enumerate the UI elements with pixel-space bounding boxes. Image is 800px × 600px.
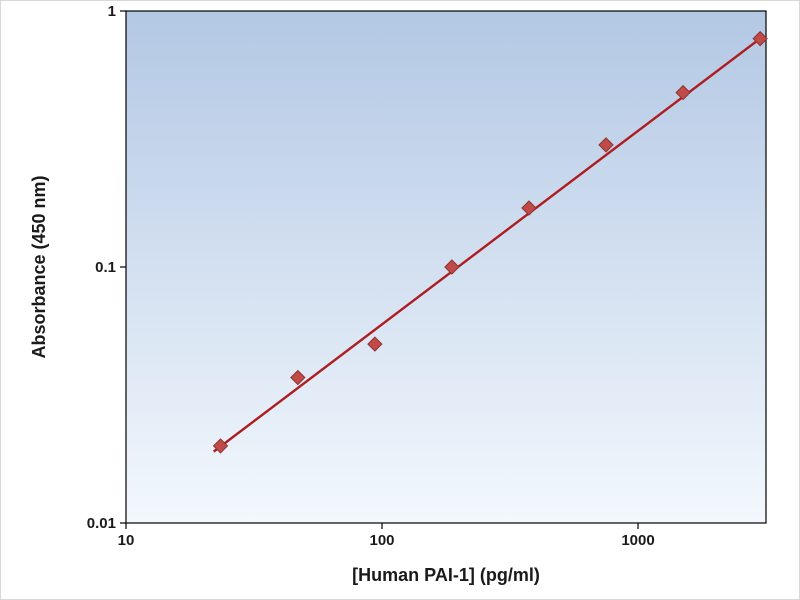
y-tick-label: 0.01: [87, 515, 116, 532]
data-point: [752, 30, 768, 47]
trendline: [212, 34, 765, 453]
data-point: [444, 259, 460, 275]
data-point: [675, 84, 691, 101]
data-point: [521, 200, 537, 216]
data-series: [212, 30, 768, 454]
axis-ticks: 10 100 1000 1 0.1 0.01: [87, 3, 655, 549]
y-tick-label: 0.1: [95, 259, 116, 276]
x-axis-title: [Human PAI-1] (pg/ml): [352, 565, 540, 585]
data-point: [212, 438, 229, 454]
y-tick-label: 1: [108, 3, 116, 20]
data-point: [598, 137, 614, 153]
x-tick-label: 10: [118, 532, 135, 549]
y-axis-title: Absorbance (450 nm): [29, 175, 49, 358]
x-tick-label: 100: [369, 532, 394, 549]
data-point: [367, 336, 383, 352]
data-point: [290, 369, 306, 386]
x-tick-label: 1000: [621, 532, 654, 549]
